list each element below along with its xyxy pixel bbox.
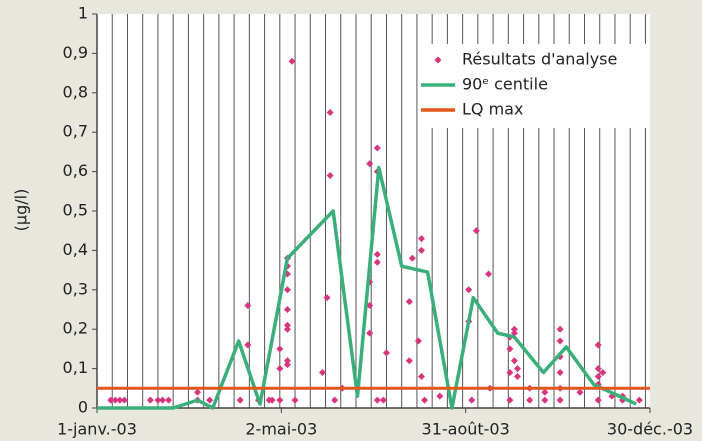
data-point [405, 298, 413, 306]
y-tick-label: 1 [78, 4, 88, 23]
y-tick-label: 0,3 [63, 279, 88, 298]
y-tick-label: 0,5 [63, 201, 88, 220]
data-point [506, 369, 514, 377]
data-point [506, 345, 514, 353]
data-point [635, 396, 643, 404]
data-point [513, 372, 521, 380]
data-point [244, 341, 252, 349]
data-point [379, 396, 387, 404]
data-point [326, 109, 334, 116]
data-point [465, 286, 473, 294]
data-point [107, 396, 115, 404]
legend-marker [434, 56, 442, 64]
data-point [323, 294, 331, 302]
data-point [417, 372, 425, 380]
data-point [366, 160, 374, 168]
data-point [283, 361, 291, 369]
data-point [146, 396, 154, 404]
y-tick-label: 0,4 [63, 240, 88, 259]
data-point [276, 396, 284, 404]
y-tick-label: 0,1 [63, 358, 88, 377]
legend-label: Résultats d'analyse [462, 50, 617, 69]
x-tick-label: 2-mai-03 [245, 420, 317, 439]
data-point [116, 396, 124, 404]
data-point [276, 365, 284, 373]
y-tick-label: 0,7 [63, 122, 88, 141]
data-point [291, 396, 299, 404]
data-point [405, 357, 413, 365]
y-tick-label: 0 [78, 398, 88, 417]
data-point [485, 270, 493, 278]
data-point [288, 57, 296, 65]
data-point [373, 396, 381, 404]
data-point [414, 337, 422, 345]
data-point [373, 250, 381, 258]
data-point [236, 396, 244, 404]
data-point [283, 306, 291, 313]
data-point [556, 325, 564, 333]
data-point [510, 329, 518, 337]
data-point [206, 396, 214, 404]
data-point [120, 396, 128, 404]
data-point [408, 254, 416, 262]
data-point [318, 369, 326, 377]
data-point [417, 246, 425, 254]
y-tick-label: 0,6 [63, 161, 88, 180]
data-point [165, 396, 173, 404]
data-point [326, 172, 334, 180]
data-point [556, 337, 564, 345]
data-point [468, 396, 476, 404]
data-point [594, 341, 602, 349]
data-point [417, 235, 425, 243]
data-point [541, 396, 549, 404]
data-point [594, 365, 602, 373]
x-tick-label: 31-août-03 [422, 420, 510, 439]
data-point [268, 396, 276, 404]
data-point [541, 388, 549, 396]
y-tick-label: 0,9 [63, 43, 88, 62]
data-point [283, 321, 291, 329]
x-tick-label: 1-janv.-03 [57, 420, 137, 439]
legend-label: 90ᵉ centile [462, 75, 548, 94]
data-point [576, 388, 584, 396]
data-point [510, 357, 518, 365]
data-point [194, 388, 202, 396]
data-point [556, 369, 564, 377]
legend [418, 44, 648, 128]
data-point [366, 329, 374, 337]
data-point [556, 396, 564, 404]
data-point [283, 357, 291, 365]
y-tick-label: 0,2 [63, 319, 88, 338]
data-point [510, 325, 518, 333]
data-point [594, 372, 602, 380]
data-point [244, 302, 252, 310]
legend-label: LQ max [462, 100, 523, 119]
data-point [421, 396, 429, 404]
data-point [513, 365, 521, 373]
data-point [111, 396, 119, 404]
data-point [276, 345, 284, 353]
data-point [526, 396, 534, 404]
data-point [283, 325, 291, 333]
data-point [594, 396, 602, 404]
data-point [506, 396, 514, 404]
data-point [373, 258, 381, 266]
data-point [472, 227, 480, 235]
data-point [159, 396, 167, 404]
y-axis-label: (µg/l) [12, 189, 31, 232]
data-point [382, 349, 390, 357]
data-point [436, 392, 444, 400]
data-point [283, 286, 291, 294]
data-point [331, 396, 339, 404]
data-point [599, 369, 607, 377]
y-tick-label: 0,8 [63, 82, 88, 101]
line [97, 165, 638, 410]
data-point [373, 144, 381, 152]
data-point [154, 396, 162, 404]
x-tick-label: 30-déc.-03 [607, 420, 693, 439]
data-point [366, 302, 374, 310]
